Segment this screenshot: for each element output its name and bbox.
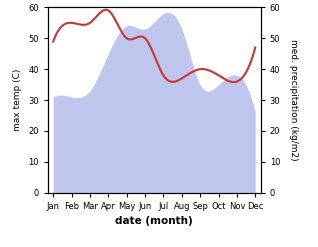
- X-axis label: date (month): date (month): [115, 216, 193, 226]
- Y-axis label: med. precipitation (kg/m2): med. precipitation (kg/m2): [289, 39, 298, 161]
- Y-axis label: max temp (C): max temp (C): [13, 69, 23, 131]
